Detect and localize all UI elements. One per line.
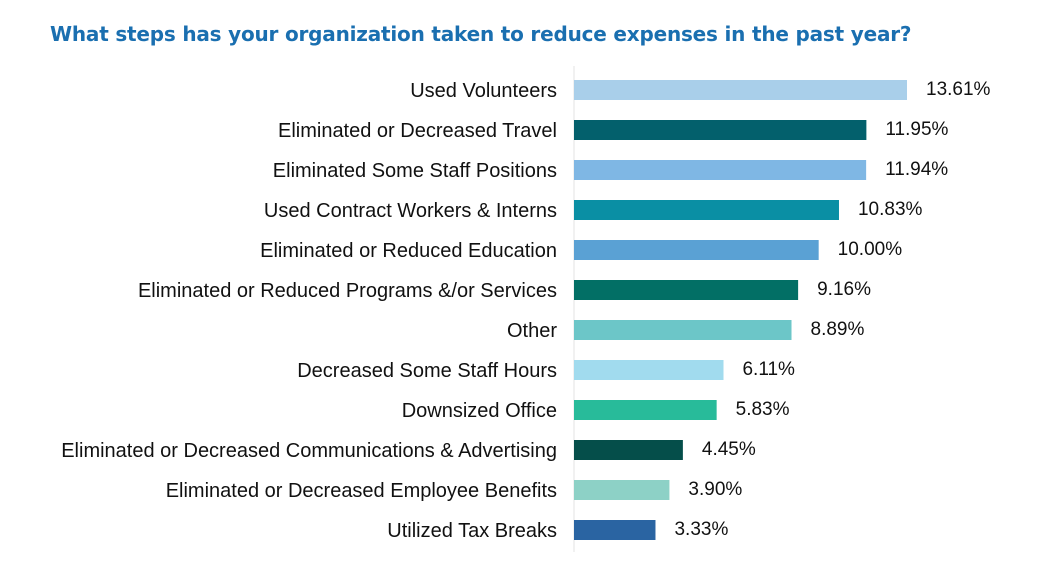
value-label: 9.16% xyxy=(817,279,871,300)
value-label: 13.61% xyxy=(926,79,991,100)
bar xyxy=(574,400,717,420)
category-label: Eliminated or Reduced Education xyxy=(260,240,557,262)
value-label: 4.45% xyxy=(702,439,756,460)
category-label: Downsized Office xyxy=(402,400,557,422)
bar xyxy=(574,360,724,380)
category-label: Used Contract Workers & Interns xyxy=(264,200,557,222)
bar xyxy=(574,200,839,220)
value-label: 5.83% xyxy=(736,399,790,420)
bar xyxy=(574,240,819,260)
bar xyxy=(574,280,799,300)
bar xyxy=(574,160,867,180)
value-label: 3.33% xyxy=(674,519,728,540)
value-label: 6.11% xyxy=(742,359,795,380)
value-label: 11.95% xyxy=(885,119,948,140)
chart-title: What steps has your organization taken t… xyxy=(50,22,912,46)
value-label: 10.83% xyxy=(858,199,923,220)
category-label: Other xyxy=(507,320,557,342)
bar xyxy=(574,480,670,500)
value-label: 10.00% xyxy=(838,239,903,260)
category-label: Eliminated Some Staff Positions xyxy=(273,160,557,182)
value-label: 11.94% xyxy=(885,159,948,180)
bar xyxy=(574,320,792,340)
value-label: 8.89% xyxy=(811,319,865,340)
category-label: Utilized Tax Breaks xyxy=(387,520,557,542)
category-label: Eliminated or Decreased Employee Benefit… xyxy=(166,480,557,502)
category-label: Eliminated or Reduced Programs &/or Serv… xyxy=(138,280,557,302)
value-label: 3.90% xyxy=(688,479,742,500)
bar xyxy=(574,80,907,100)
category-label: Decreased Some Staff Hours xyxy=(297,360,557,382)
bar xyxy=(574,440,683,460)
category-label: Eliminated or Decreased Travel xyxy=(278,120,557,142)
category-label: Eliminated or Decreased Communications &… xyxy=(61,440,557,462)
bar xyxy=(574,520,656,540)
category-label: Used Volunteers xyxy=(410,80,557,102)
bar xyxy=(574,120,867,140)
